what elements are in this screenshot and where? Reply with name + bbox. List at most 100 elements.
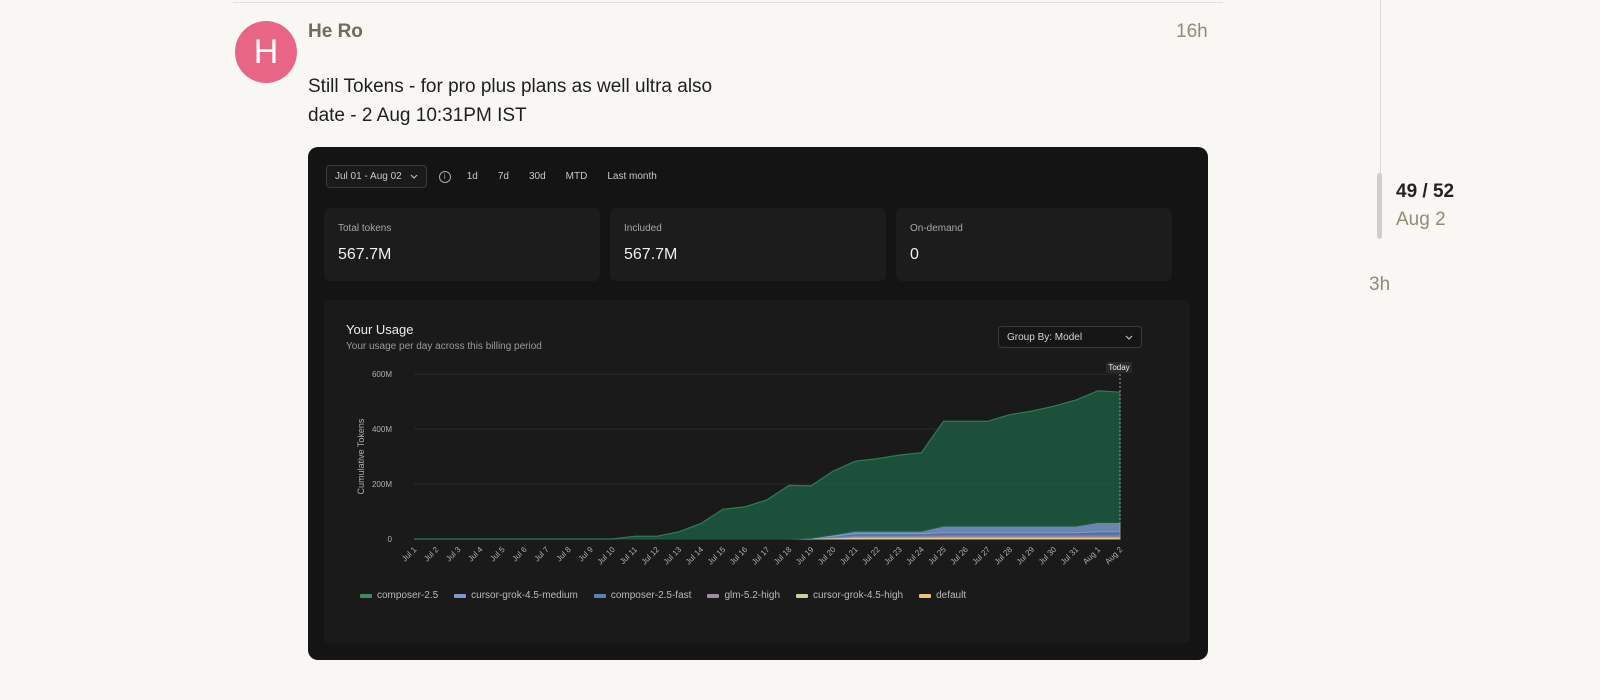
legend-swatch — [360, 593, 372, 598]
legend-item[interactable]: default — [919, 590, 966, 601]
legend-label: default — [936, 590, 967, 601]
x-tick-label: Jul 5 — [488, 545, 507, 564]
group-by-label: Group By: Model — [1007, 331, 1083, 343]
preset-mtd[interactable]: MTD — [565, 171, 588, 182]
legend-swatch — [454, 593, 467, 598]
usage-screenshot[interactable]: Jul 01 - Aug 02 i 1d 7d 30d MTD Last mon… — [308, 147, 1208, 660]
y-tick-label: 400M — [372, 425, 392, 434]
post-line-1: Still Tokens - for pro plus plans as wel… — [308, 76, 713, 97]
legend-label: cursor-grok-4.5-medium — [471, 590, 578, 601]
chart-legend: composer-2.5 cursor-grok-4.5-medium compos… — [360, 590, 966, 601]
x-tick-label: Jul 11 — [618, 545, 639, 566]
usage-chart: 600M 400M 200M 0 Cumulative Tokens Today Jul 1… — [356, 362, 1132, 567]
x-tick-label: Jul 23 — [882, 545, 904, 567]
avatar-letter: H — [253, 32, 279, 71]
x-tick-label: Jul 18 — [772, 545, 794, 567]
legend-label: composer-2.5-fast — [610, 590, 692, 601]
x-tick-label: Aug 1 — [1081, 545, 1103, 567]
x-tick-label: Aug 2 — [1103, 545, 1125, 567]
x-tick-label: Jul 21 — [838, 545, 860, 567]
stat-label: Total tokens — [338, 223, 392, 234]
legend-item[interactable]: composer-2.5-fast — [593, 590, 692, 601]
x-tick-label: Jul 1 — [400, 545, 419, 564]
legend-item[interactable]: glm-5.2-high — [707, 590, 780, 601]
legend-label: cursor-grok-4.5-high — [813, 590, 904, 601]
legend-item[interactable]: composer-2.5 — [360, 590, 438, 601]
stat-on-demand: On-demand 0 — [896, 208, 1172, 281]
stat-value: 567.7M — [338, 246, 392, 263]
x-tick-label: Jul 20 — [816, 545, 838, 567]
timeline-date[interactable]: Aug 2 — [1396, 209, 1446, 230]
legend-label: composer-2.5 — [377, 590, 439, 601]
x-tick-label: Jul 30 — [1037, 545, 1059, 567]
post-divider — [233, 2, 1223, 3]
x-tick-label: Jul 28 — [993, 545, 1015, 567]
x-tick-label: Jul 10 — [596, 545, 618, 567]
x-tick-label: Jul 24 — [904, 545, 926, 567]
y-axis-title: Cumulative Tokens — [356, 418, 366, 494]
y-tick-label: 600M — [372, 370, 392, 379]
legend-swatch — [593, 593, 606, 598]
y-tick-label: 0 — [388, 535, 393, 544]
post-line-2: date - 2 Aug 10:31PM IST — [308, 105, 527, 126]
post-time[interactable]: 16h — [1176, 21, 1208, 42]
x-tick-label: Jul 22 — [860, 545, 882, 567]
chevron-down-icon — [1125, 332, 1133, 343]
x-tick-label: Jul 9 — [577, 545, 596, 564]
preset-7d[interactable]: 7d — [497, 171, 509, 182]
x-tick-label: Jul 31 — [1059, 545, 1081, 567]
x-tick-label: Jul 26 — [949, 545, 971, 567]
group-by-select[interactable]: Group By: Model — [998, 326, 1142, 348]
x-tick-label: Jul 25 — [926, 545, 948, 567]
legend-swatch — [919, 593, 932, 598]
date-range-label: Jul 01 - Aug 02 — [335, 171, 402, 182]
legend-item[interactable]: cursor-grok-4.5-medium — [454, 590, 578, 601]
today-badge — [1106, 362, 1132, 373]
timeline-handle[interactable] — [1377, 173, 1382, 239]
x-tick-label: Jul 3 — [444, 545, 463, 564]
x-tick-label: Jul 8 — [555, 545, 574, 564]
date-filters: Jul 01 - Aug 02 i 1d 7d 30d MTD Last mon… — [326, 165, 661, 188]
x-tick-label: Jul 15 — [706, 545, 728, 567]
x-tick-label: Jul 7 — [532, 545, 551, 564]
stat-value: 567.7M — [624, 246, 678, 263]
date-range-select[interactable]: Jul 01 - Aug 02 — [326, 165, 427, 188]
timeline-end[interactable]: 3h — [1369, 274, 1391, 295]
x-tick-label: Jul 17 — [750, 545, 772, 567]
preset-30d[interactable]: 30d — [528, 171, 546, 182]
stat-total-tokens: Total tokens 567.7M — [324, 208, 600, 281]
series-outline — [414, 390, 1121, 540]
x-tick-label: Jul 6 — [510, 545, 529, 564]
info-icon[interactable]: i — [438, 170, 451, 183]
x-tick-label: Jul 16 — [728, 545, 750, 567]
x-tick-label: Jul 2 — [422, 545, 441, 564]
post-body: Still Tokens - for pro plus plans as wel… — [308, 72, 712, 130]
y-tick-label: 200M — [372, 480, 392, 489]
panel-title: Your Usage — [346, 322, 414, 337]
avatar[interactable]: H — [235, 21, 297, 83]
series-area-composer-2.5 — [414, 390, 1121, 540]
today-label: Today — [1108, 363, 1129, 372]
legend-label: glm-5.2-high — [724, 590, 781, 601]
x-tick-label: Jul 29 — [1015, 545, 1037, 567]
x-tick-label: Jul 12 — [640, 545, 662, 567]
timeline-track — [1380, 0, 1381, 230]
x-tick-label: Jul 14 — [684, 545, 706, 567]
stat-label: Included — [624, 223, 662, 234]
preset-1d[interactable]: 1d — [466, 171, 478, 182]
x-tick-label: Jul 27 — [971, 545, 993, 567]
chevron-down-icon — [410, 171, 418, 182]
x-tick-label: Jul 19 — [794, 545, 816, 567]
panel-subtitle: Your usage per day across this billing p… — [346, 341, 542, 352]
stat-label: On-demand — [910, 223, 963, 234]
timeline-count[interactable]: 49 / 52 — [1396, 181, 1455, 202]
preset-last-month[interactable]: Last month — [607, 171, 657, 182]
post-username[interactable]: He Ro — [308, 21, 363, 42]
x-tick-label: Jul 4 — [466, 545, 485, 564]
usage-panel: Your Usage Your usage per day across thi… — [324, 300, 1190, 643]
stat-included: Included 567.7M — [610, 208, 886, 281]
x-tick-label: Jul 13 — [662, 545, 684, 567]
legend-item[interactable]: cursor-grok-4.5-high — [796, 590, 903, 601]
legend-swatch — [796, 593, 809, 598]
legend-swatch — [707, 593, 720, 598]
